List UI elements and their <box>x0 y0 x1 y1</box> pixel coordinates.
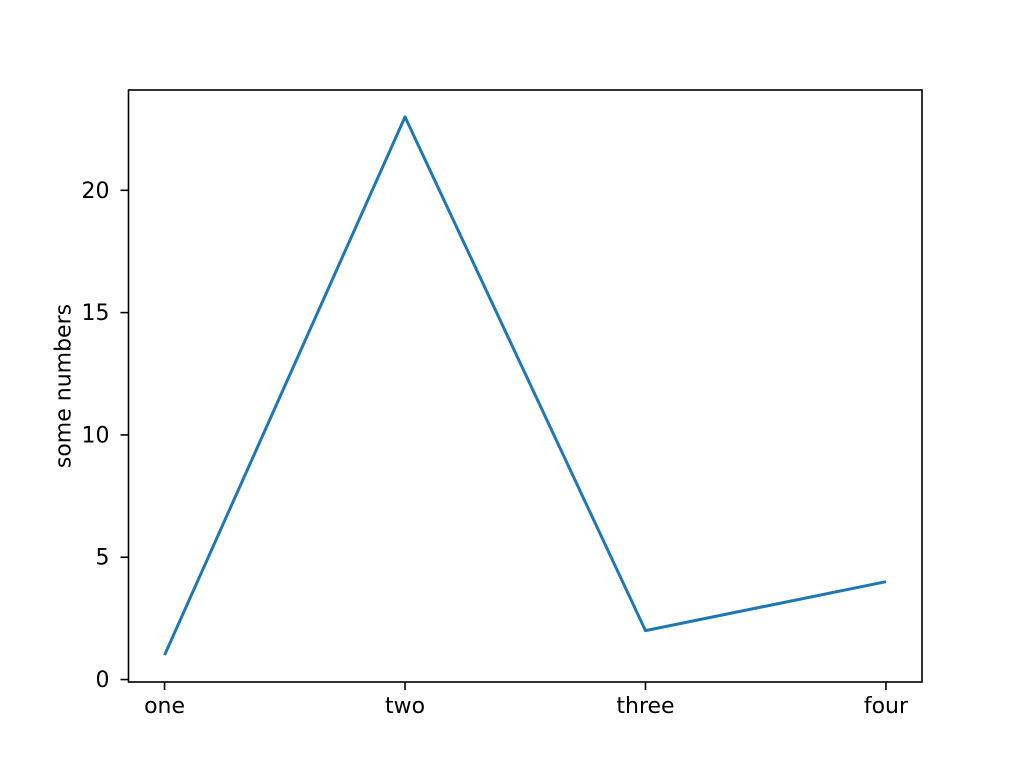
y-tick-label: 5 <box>96 546 110 571</box>
y-axis-label: some numbers <box>51 303 77 469</box>
y-tick-label: 0 <box>96 668 110 693</box>
x-tick-label: three <box>616 694 674 719</box>
y-tick-label: 20 <box>82 179 110 204</box>
x-tick-label: four <box>864 694 909 719</box>
plot-frame <box>127 89 923 683</box>
y-tick-label: 15 <box>82 301 110 326</box>
x-tick-label: two <box>385 694 425 719</box>
data-line <box>163 115 887 656</box>
x-tick-label: one <box>144 694 185 719</box>
y-tick-label: 10 <box>82 423 110 448</box>
